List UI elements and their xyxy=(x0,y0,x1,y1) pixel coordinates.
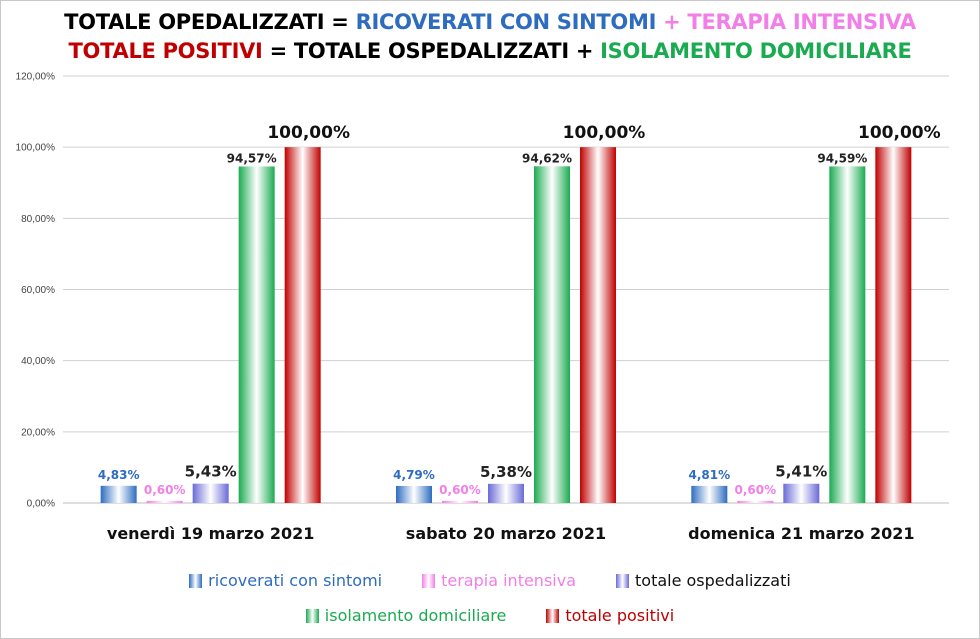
category-label: venerdì 19 marzo 2021 xyxy=(107,524,315,543)
legend-item: totale positivi xyxy=(546,606,674,625)
bar xyxy=(396,485,432,503)
y-tick-label: 60,00% xyxy=(21,285,55,296)
data-label: 4,79% xyxy=(393,468,435,482)
category-label: domenica 21 marzo 2021 xyxy=(688,524,914,543)
legend-item: terapia intensiva xyxy=(422,571,576,590)
title-run: ISOLAMENTO DOMICILIARE xyxy=(600,39,912,63)
data-label: 100,00% xyxy=(858,123,941,143)
legend-row-1: ricoverati con sintomi terapia intensiva t… xyxy=(1,571,979,590)
legend-swatch xyxy=(305,608,319,623)
data-label: 100,00% xyxy=(563,123,646,143)
legend-swatch xyxy=(546,608,560,623)
y-tick-label: 0,00% xyxy=(27,499,55,510)
title-run: TOTALE OPEDALIZZATI = xyxy=(64,10,356,34)
bar xyxy=(829,166,866,504)
bar xyxy=(192,483,229,503)
legend-item: isolamento domiciliare xyxy=(305,606,507,625)
bar xyxy=(580,147,616,503)
bar xyxy=(875,147,912,503)
legend-item: ricoverati con sintomi xyxy=(189,571,382,590)
bar xyxy=(488,483,524,503)
title-run: = TOTALE OSPEDALIZZATI + xyxy=(262,39,601,63)
bar xyxy=(737,500,774,503)
legend-swatch xyxy=(616,573,629,588)
chart-title-line-1: TOTALE OPEDALIZZATI = RICOVERATI CON SIN… xyxy=(1,10,979,34)
data-label: 100,00% xyxy=(267,123,350,143)
data-label: 0,60% xyxy=(144,483,186,497)
legend-label: totale ospedalizzati xyxy=(635,571,791,590)
legend-item: totale ospedalizzati xyxy=(616,571,791,590)
legend-label: totale positivi xyxy=(565,606,675,625)
data-label: 4,83% xyxy=(98,468,140,482)
data-label: 0,60% xyxy=(439,483,481,497)
y-tick-label: 80,00% xyxy=(21,214,55,225)
legend-row-2: isolamento domiciliare totale positivi xyxy=(1,606,979,625)
data-label: 5,38% xyxy=(480,463,532,481)
y-tick-label: 100,00% xyxy=(16,143,56,154)
bar xyxy=(146,500,183,503)
legend-label: ricoverati con sintomi xyxy=(208,571,383,590)
bar xyxy=(442,500,478,503)
data-label: 94,59% xyxy=(817,151,867,165)
chart-title-line-2: TOTALE POSITIVI = TOTALE OSPEDALIZZATI +… xyxy=(1,39,979,63)
bar xyxy=(534,166,570,504)
legend-label: terapia intensiva xyxy=(441,571,576,590)
title-run: TOTALE POSITIVI xyxy=(68,39,263,63)
data-label: 4,81% xyxy=(689,468,731,482)
bar xyxy=(691,485,728,503)
data-label: 94,57% xyxy=(227,151,277,165)
data-label: 5,41% xyxy=(775,463,827,481)
y-tick-label: 20,00% xyxy=(21,427,55,438)
data-label: 0,60% xyxy=(735,483,777,497)
legend-swatch xyxy=(189,573,203,588)
title-run: + TERAPIA INTENSIVA xyxy=(656,10,916,34)
bar xyxy=(783,483,820,503)
data-label: 94,62% xyxy=(522,151,572,165)
y-tick-label: 120,00% xyxy=(16,72,56,83)
category-label: sabato 20 marzo 2021 xyxy=(406,524,606,543)
data-label: 5,43% xyxy=(185,463,237,481)
bar xyxy=(284,147,321,503)
legend-swatch xyxy=(422,573,436,588)
y-tick-label: 40,00% xyxy=(21,356,55,367)
bar xyxy=(238,166,275,504)
legend-label: isolamento domiciliare xyxy=(324,606,507,625)
bar xyxy=(100,485,137,503)
title-run: RICOVERATI CON SINTOMI xyxy=(355,10,657,34)
